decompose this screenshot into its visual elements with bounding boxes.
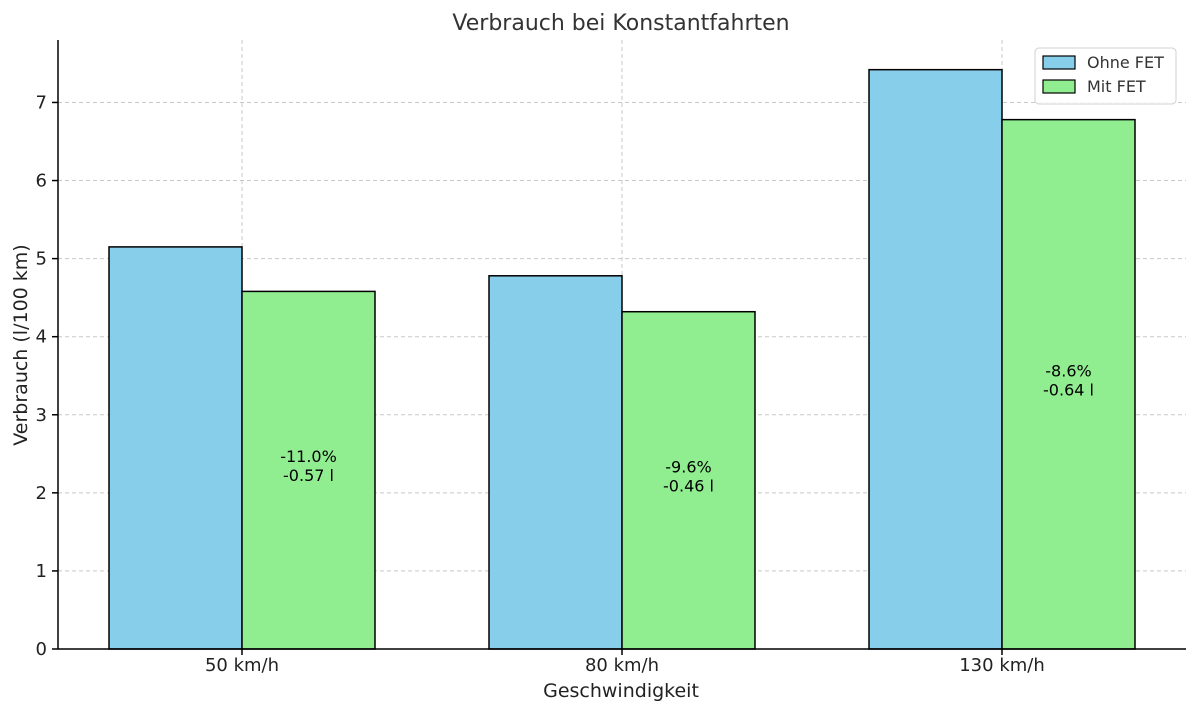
y-tick-label: 0 <box>36 639 47 660</box>
bar-ohne-fet <box>488 275 623 650</box>
bar-ohne-fet <box>868 68 1003 650</box>
bar-mit-fet <box>1001 118 1136 650</box>
y-axis-label: Verbrauch (l/100 km) <box>10 244 32 445</box>
y-tick-label: 2 <box>36 483 47 504</box>
y-tick-label: 3 <box>36 405 47 426</box>
bar-annotation: -11.0% <box>280 447 337 466</box>
legend-swatch <box>1042 79 1076 94</box>
bar-annotation: -0.46 l <box>663 476 714 495</box>
bar-annotation: -0.57 l <box>283 466 334 485</box>
y-tick-label: 7 <box>36 92 47 113</box>
y-tick-label: 4 <box>36 327 47 348</box>
y-tick-label: 1 <box>36 561 47 582</box>
legend-swatch <box>1042 55 1076 70</box>
chart-title: Verbrauch bei Konstantfahrten <box>452 11 789 36</box>
bar-mit-fet <box>621 310 756 650</box>
bar-ohne-fet <box>108 246 243 650</box>
x-tick-label: 130 km/h <box>959 655 1045 676</box>
legend: Ohne FET Mit FET <box>1034 47 1177 105</box>
bar-annotation: -8.6% <box>1045 361 1091 380</box>
y-tick-label: 5 <box>36 249 47 270</box>
legend-label: Mit FET <box>1087 77 1146 96</box>
y-tick-label: 6 <box>36 171 47 192</box>
bar-annotation: -9.6% <box>665 457 711 476</box>
legend-label: Ohne FET <box>1087 53 1164 72</box>
bar-annotation: -0.64 l <box>1043 380 1094 399</box>
x-tick-label: 80 km/h <box>585 655 659 676</box>
x-axis-label: Geschwindigkeit <box>543 680 699 702</box>
x-tick-label: 50 km/h <box>205 655 279 676</box>
